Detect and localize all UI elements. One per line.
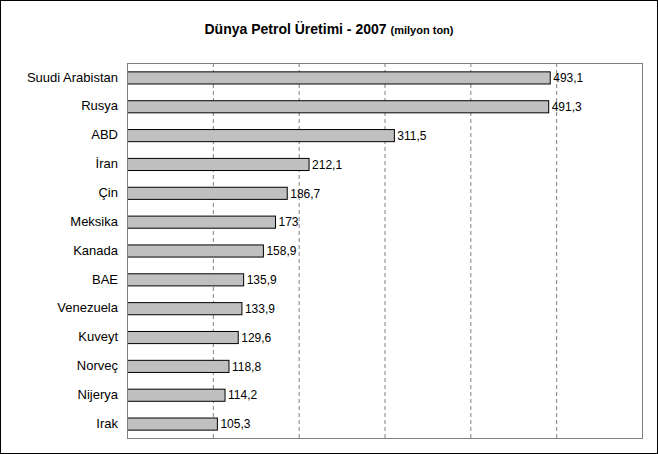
x-axis-line [128,64,643,439]
bar [127,158,309,170]
data-labels: 493,1 491,3 311,5 212,1 186,7 173 158,9 135,9 13… [220,71,583,431]
data-label: 105,3 [220,417,250,431]
grid-line [385,63,386,438]
data-label: 135,9 [247,273,277,287]
x-tick [470,63,471,438]
chart: Dünya Petrol Üretimi - 2007 (milyon ton) S… [0,0,658,454]
data-label: 129,6 [241,331,271,345]
category-label: Meksika [70,214,118,229]
bars [127,72,550,430]
category-label: Rusya [81,98,119,113]
x-tick [127,63,128,438]
data-label: 212,1 [312,158,342,172]
data-label: 311,5 [397,129,426,143]
y-tick: Kuveyt [78,329,127,344]
grid-line [470,63,471,438]
data-label: 118,8 [232,360,261,374]
y-tick: İran [96,156,127,171]
bar [127,274,244,286]
y-tick: ABD [91,127,127,142]
y-tick: Venezuela [57,300,127,315]
bar [127,130,394,142]
data-label: 491,3 [552,100,582,114]
y-tick: Kanada [73,243,127,258]
title-group: Dünya Petrol Üretimi - 2007 (milyon ton) [205,21,454,37]
bar [127,303,242,315]
bar [127,101,549,113]
data-label: 158,9 [266,244,296,258]
grid-line [127,63,128,438]
plot-frame [128,64,643,439]
title: Dünya Petrol Üretimi - 2007 [205,21,387,37]
bar [127,418,217,430]
y-tick: Meksika [70,214,127,229]
bar [127,187,287,199]
x-tick [556,63,557,438]
subtitle: (milyon ton) [391,24,454,36]
y-tick: Rusya [81,98,127,113]
data-label: 173 [278,215,298,229]
grid-line [556,63,557,438]
data-label: 493,1 [553,71,583,85]
bar [127,331,238,343]
category-label: Kanada [73,243,119,258]
chart-border [1,1,658,454]
x-tick [299,63,300,438]
y-tick: Suudi Arabistan [27,70,127,85]
grid-line [642,63,643,438]
bar [127,72,550,84]
category-label: Kuveyt [78,329,118,344]
bar [127,216,275,228]
category-label: Norveç [77,358,119,373]
x-tick [642,63,643,438]
y-axis: Suudi Arabistan Rusya ABD İran Çin Meksika Kan… [27,64,128,439]
bar [127,389,225,401]
y-tick: BAE [92,272,127,287]
category-label: BAE [92,272,118,287]
category-label: Suudi Arabistan [27,70,118,85]
y-tick: Irak [96,416,127,431]
data-label: 186,7 [290,187,320,201]
category-label: Irak [96,416,118,431]
x-tick [385,63,386,438]
grid-line [299,63,300,438]
category-label: Çin [98,185,118,200]
plot: Suudi Arabistan Rusya ABD İran Çin Meksika Kan… [27,63,643,439]
y-tick: Norveç [77,358,127,373]
x-axis [128,63,643,438]
data-label: 114,2 [228,388,257,402]
category-label: İran [96,156,118,171]
bar [127,245,263,257]
data-label: 133,9 [245,302,275,316]
category-label: Nijerya [78,387,119,402]
category-label: ABD [91,127,118,142]
category-label: Venezuela [57,300,118,315]
y-tick: Nijerya [78,387,127,402]
y-axis-line [127,64,128,439]
bar [127,360,229,372]
y-tick: Çin [98,185,127,200]
